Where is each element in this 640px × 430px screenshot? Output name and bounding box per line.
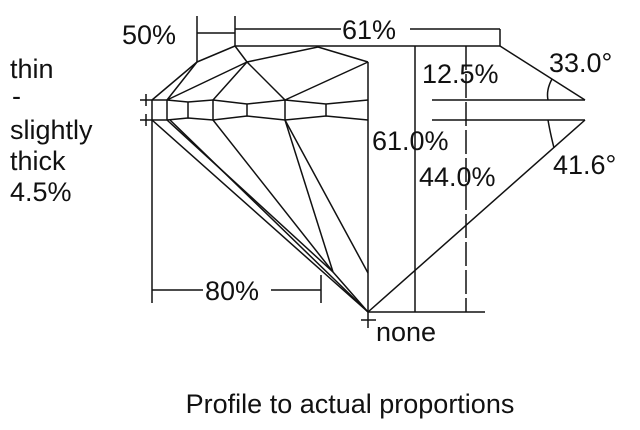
crown [151, 45, 500, 101]
pavilion-angle-arc [547, 119, 555, 149]
dimension-lines [151, 16, 501, 328]
right-profile [367, 45, 586, 313]
crown-angle-label: 33.0° [549, 48, 612, 78]
crown-height-label: 12.5% [422, 59, 499, 89]
total-depth-label: 61.0% [372, 126, 449, 156]
culet-label: none [376, 317, 436, 347]
table-label: 61% [342, 15, 396, 45]
girdle-label-slightly: slightly [10, 115, 93, 145]
pavilion-depth-label: 44.0% [419, 162, 496, 192]
girdle-label-thick: thick [10, 146, 66, 176]
lower-half-length-label: 80% [205, 276, 259, 306]
pavilion [151, 62, 369, 313]
crown-angle-arc [546, 78, 553, 101]
girdle-label-thin: thin [10, 54, 54, 84]
pavilion-angle-label: 41.6° [553, 150, 616, 180]
girdle-label-dash: - [12, 81, 21, 111]
star-length-label: 50% [122, 20, 176, 50]
girdle [140, 94, 369, 126]
girdle-thickness-value: 4.5% [10, 177, 72, 207]
diagram-caption: Profile to actual proportions [186, 389, 515, 419]
